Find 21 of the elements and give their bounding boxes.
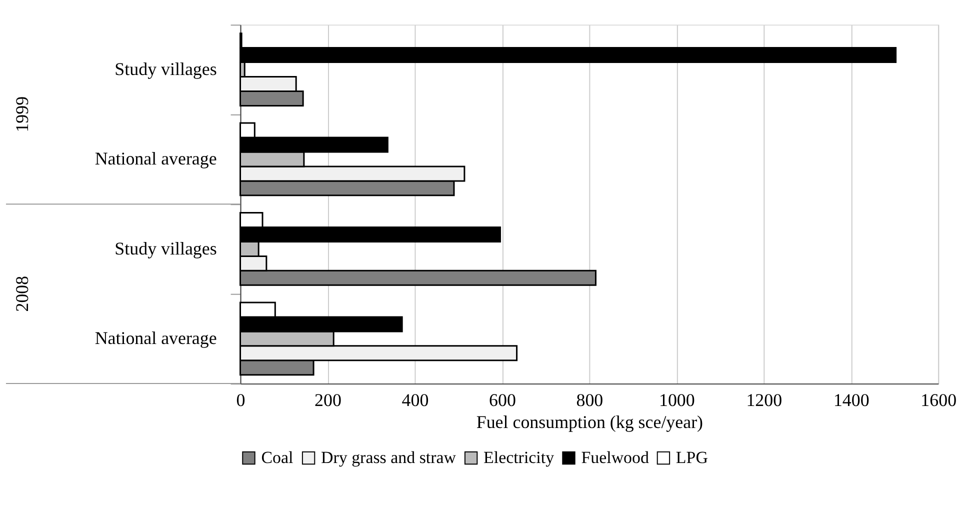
legend-label: Electricity [484,448,555,467]
legend-label: LPG [676,448,708,467]
text: 2008 [12,276,32,312]
legend-label: Coal [261,448,294,467]
x-tick-label: 1600 [920,390,957,410]
x-tick-label: 600 [489,390,516,410]
text: 1999 [12,96,32,132]
x-tick-label: 1200 [746,390,782,410]
x-tick-label: 400 [402,390,429,410]
y-tick-label: Study villages [114,238,217,258]
x-tick-label: 1400 [833,390,870,410]
x-tick-label: 0 [236,390,246,410]
x-tick-label: 800 [576,390,604,410]
legend-label: Fuelwood [581,448,650,467]
x-tick-label: 200 [314,390,342,410]
y-tick-label: National average [94,328,217,348]
legend-label: Dry grass and straw [321,448,457,467]
y-tick-label: National average [94,148,217,169]
x-tick-label: 1000 [658,390,695,410]
y-tick-label: Study villages [114,58,217,79]
x-axis-title: Fuel consumption (kg sce/year) [476,412,704,432]
